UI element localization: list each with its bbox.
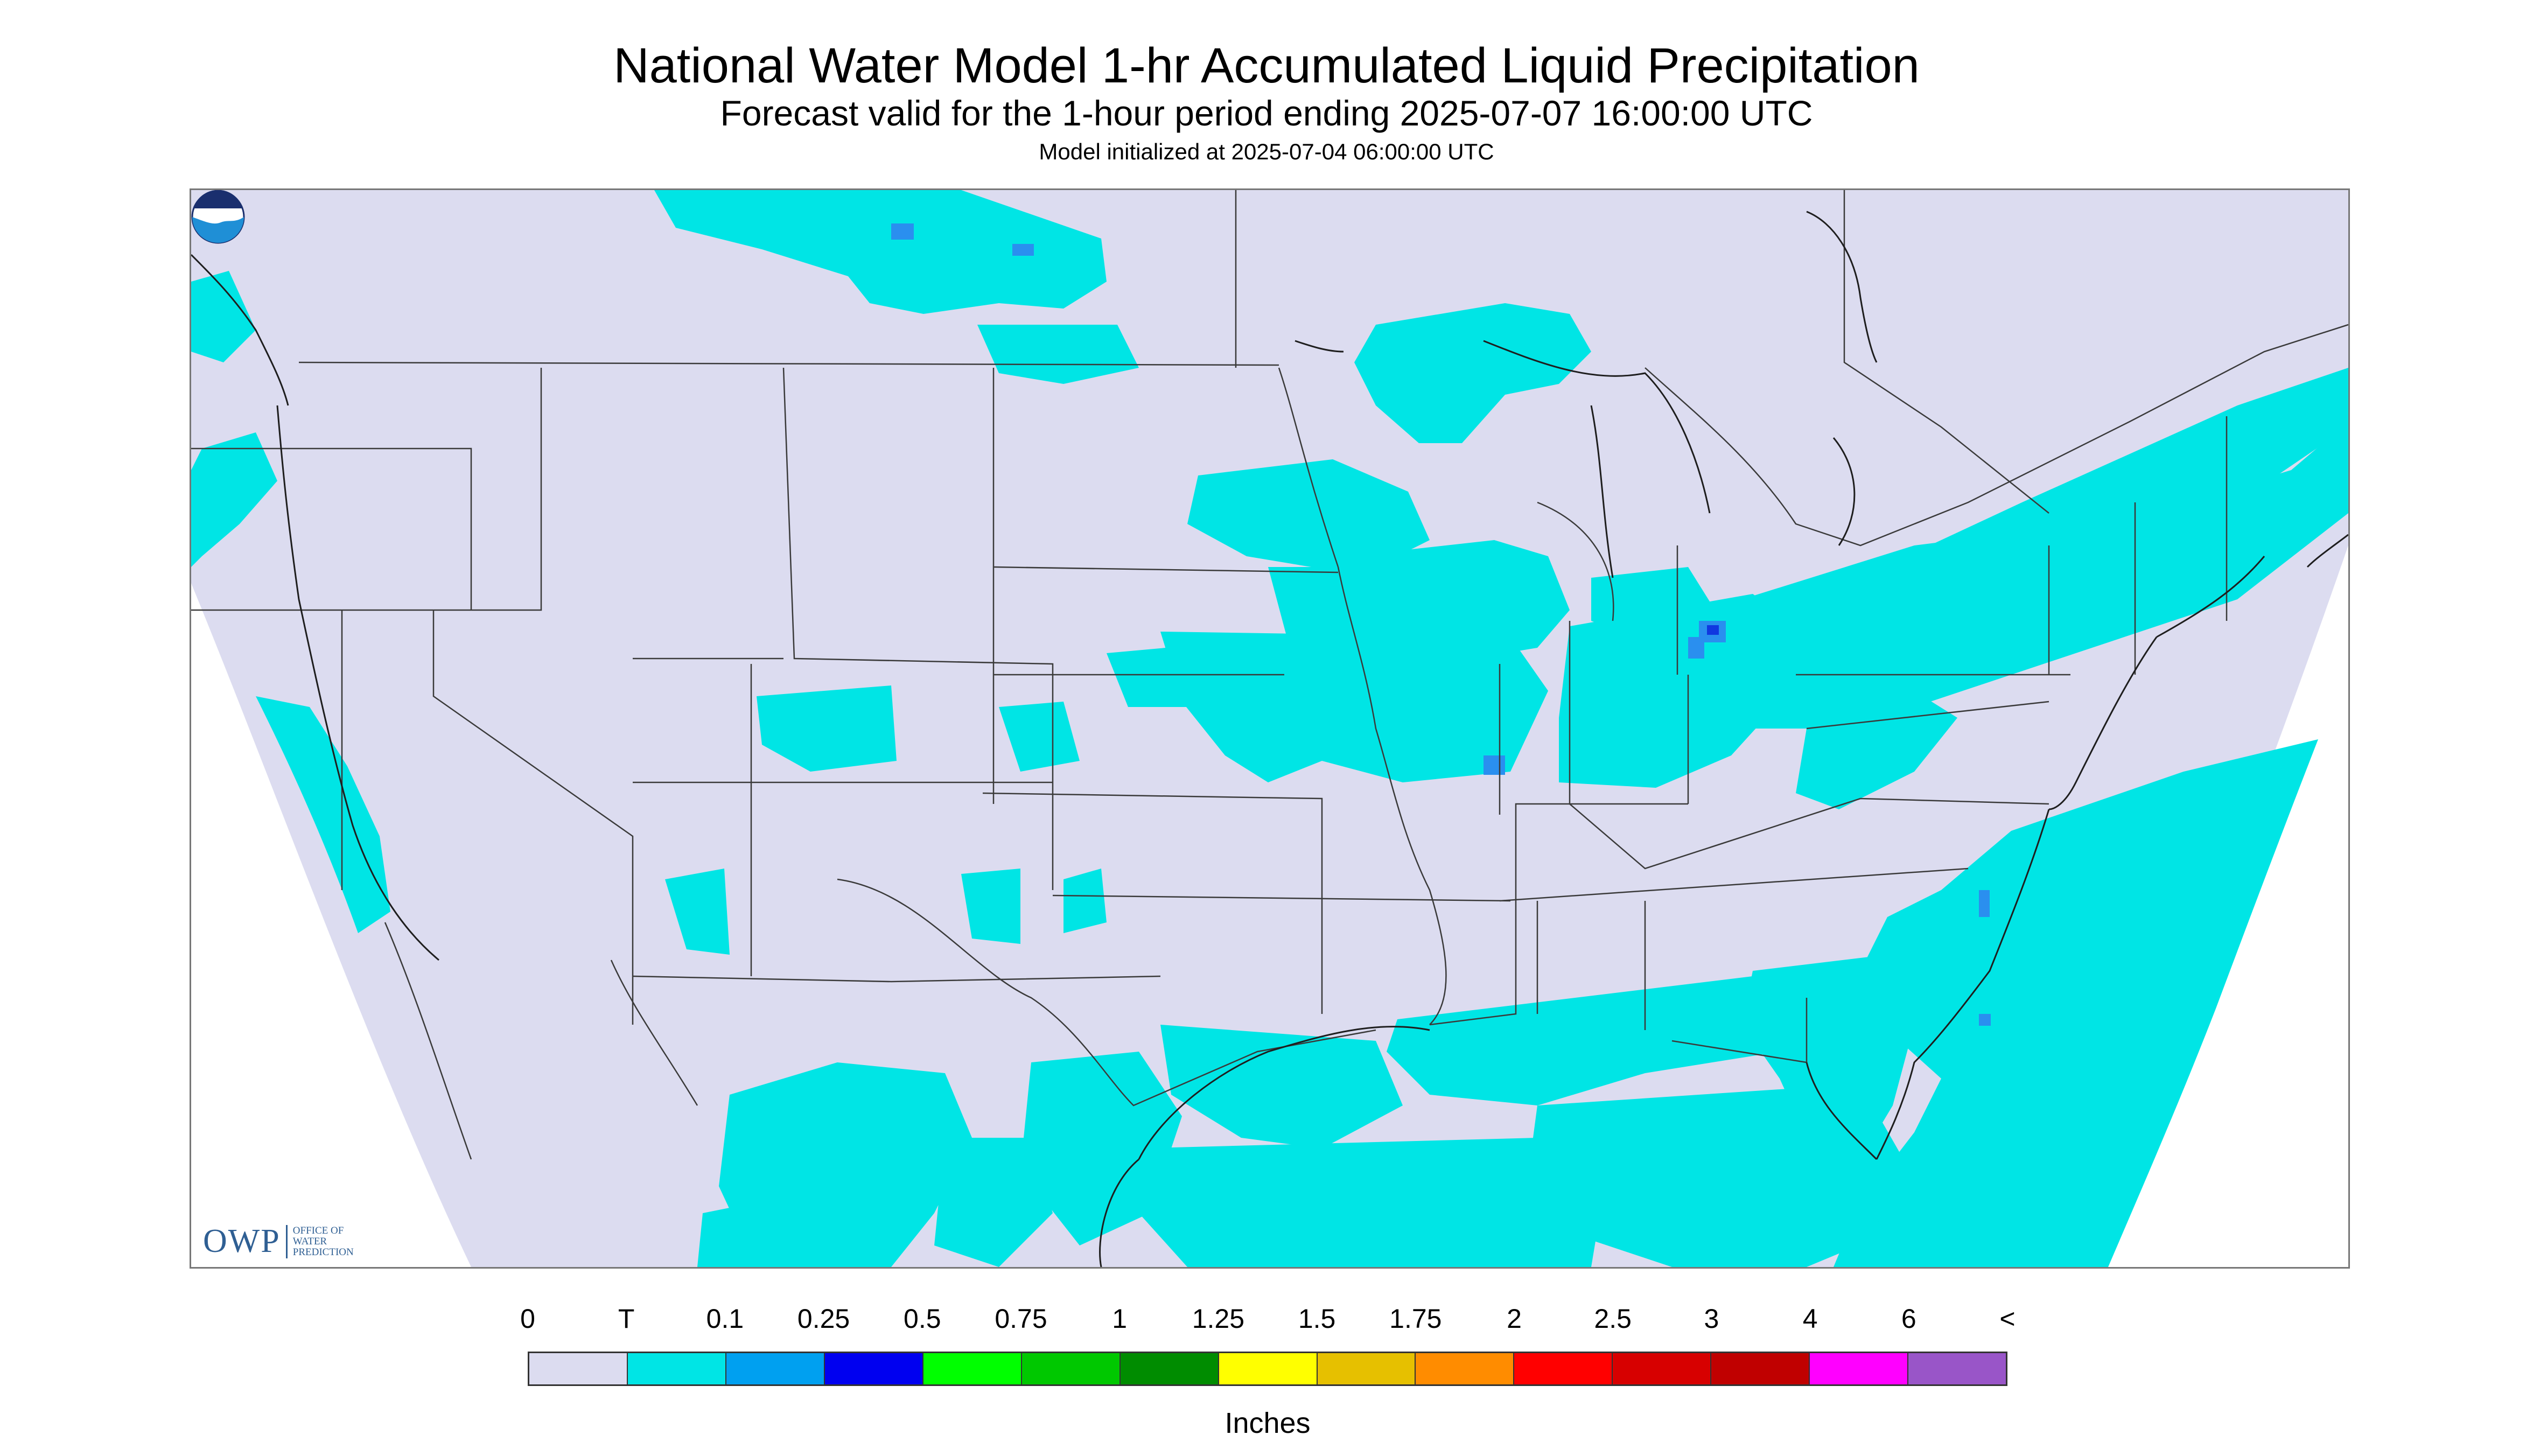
color-legend: 0 T 0.1 0.25 0.5 0.75 1 1.25 1.5 1.75 2 2.5 3 4 6 < Inc… (520, 1303, 2016, 1439)
legend-tick-label: 4 (1802, 1304, 1818, 1334)
legend-swatch (1021, 1353, 1121, 1384)
legend-tick-label: 1.75 (1389, 1304, 1442, 1334)
owp-logo-mark: OWP (203, 1223, 281, 1259)
legend-swatch (1120, 1353, 1219, 1384)
coastlines (191, 211, 2348, 1267)
legend-swatch (1810, 1353, 1909, 1384)
legend-tick-label: 1 (1112, 1304, 1128, 1334)
chart-subtitle: Forecast valid for the 1-hour period end… (720, 93, 1813, 133)
legend-swatch (923, 1353, 1022, 1384)
map-canvas (191, 190, 2348, 1267)
legend-color-bar (528, 1352, 2007, 1386)
owp-logo-text: OFFICE OF WATER PREDICTION (292, 1224, 354, 1258)
model-init-line: Model initialized at 2025-07-04 06:00:00… (1039, 139, 1494, 164)
legend-tick-label: 0.25 (797, 1304, 850, 1334)
legend-swatch (1711, 1353, 1810, 1384)
legend-tick-label: 0.5 (904, 1304, 941, 1334)
legend-tick-label: 0.75 (995, 1304, 1047, 1334)
legend-tick-label: 3 (1704, 1304, 1719, 1334)
owp-logo-divider (285, 1224, 288, 1258)
legend-tick-label: 2.5 (1594, 1304, 1632, 1334)
legend-tick-label: 1.5 (1298, 1304, 1336, 1334)
legend-tick-label: T (618, 1304, 635, 1334)
noaa-logo-icon: NOAA (191, 190, 245, 244)
trace-precip-areas (191, 190, 2348, 1267)
light-precip-cells (891, 223, 1991, 1026)
legend-swatch (824, 1353, 923, 1384)
legend-labels: 0 T 0.1 0.25 0.5 0.75 1 1.25 1.5 1.75 2 2.5 3 4 6 < (520, 1303, 2016, 1335)
legend-tick-label: 0 (520, 1304, 535, 1334)
legend-tick-label: 2 (1507, 1304, 1522, 1334)
chart-title: National Water Model 1-hr Accumulated Li… (613, 38, 1920, 93)
legend-swatch (1416, 1353, 1515, 1384)
legend-tick-label: 1.25 (1192, 1304, 1245, 1334)
legend-unit-label: Inches (1224, 1407, 1311, 1439)
precipitation-map: OWP OFFICE OF WATER PREDICTION NOAA (190, 188, 2350, 1269)
legend-tick-label: 6 (1901, 1304, 1916, 1334)
legend-swatch (1219, 1353, 1318, 1384)
legend-swatch (726, 1353, 825, 1384)
legend-swatch (627, 1353, 726, 1384)
legend-swatch (1514, 1353, 1613, 1384)
legend-swatch (1908, 1353, 2006, 1384)
svg-text:NOAA: NOAA (205, 210, 231, 219)
moderate-precip-cells (1707, 625, 1719, 635)
legend-tick-label: 0.1 (706, 1304, 744, 1334)
legend-tick-label: < (1999, 1304, 2016, 1334)
legend-swatch (1613, 1353, 1712, 1384)
boundary-lines (191, 190, 2348, 1160)
owp-logo: OWP OFFICE OF WATER PREDICTION (203, 1222, 354, 1261)
legend-swatch (529, 1353, 628, 1384)
legend-swatch (1317, 1353, 1416, 1384)
